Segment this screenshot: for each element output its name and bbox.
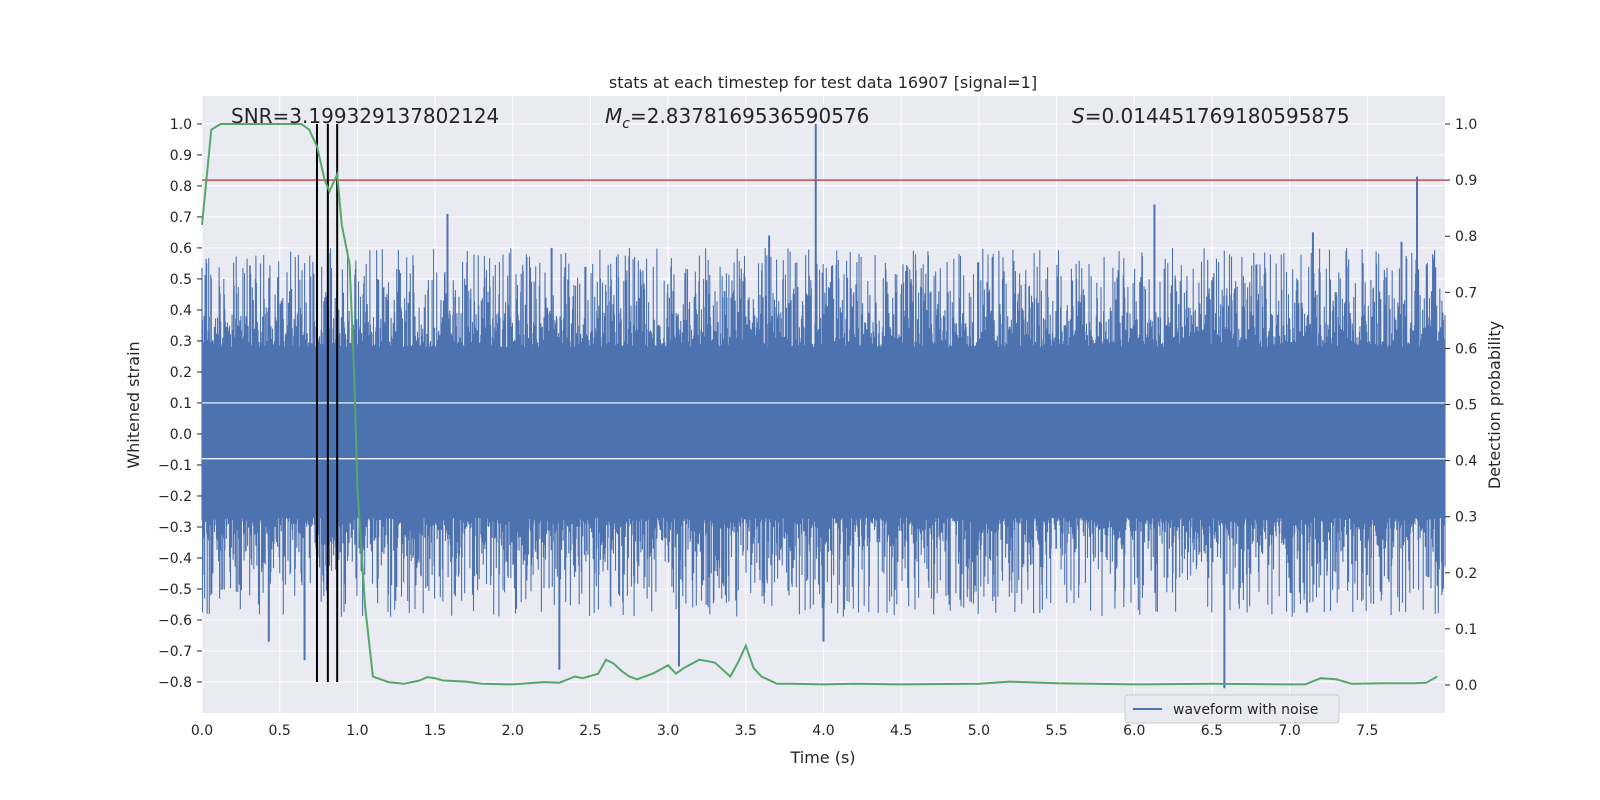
- right-y-tick-label: 0.2: [1455, 566, 1477, 582]
- right-y-tick-label: 0.7: [1455, 285, 1477, 301]
- right-y-tick-label: 0.8: [1455, 229, 1477, 245]
- y-tick-label: 0.0: [170, 427, 192, 443]
- right-y-tick-label: 0.3: [1455, 510, 1477, 526]
- y-tick-label: −0.6: [158, 613, 192, 629]
- x-tick-label: 2.5: [579, 723, 601, 739]
- x-tick-label: 4.0: [812, 723, 834, 739]
- y-tick-label: 0.4: [170, 303, 192, 319]
- right-y-tick-label: 0.5: [1455, 398, 1477, 414]
- y-tick-label: 0.1: [170, 396, 192, 412]
- x-tick-label: 4.5: [890, 723, 912, 739]
- x-tick-label: 3.0: [657, 723, 679, 739]
- y-tick-label: −0.1: [158, 458, 192, 474]
- right-y-tick-label: 0.1: [1455, 622, 1477, 638]
- right-y-tick-label: 1.0: [1455, 117, 1477, 133]
- legend: waveform with noise: [1124, 694, 1340, 724]
- x-tick-label: 7.0: [1278, 723, 1300, 739]
- y-tick-label: 0.3: [170, 334, 192, 350]
- snr-annotation: SNR=3.199329137802124: [231, 104, 499, 128]
- right-y-tick-label: 0.0: [1455, 678, 1477, 694]
- y-tick-label: −0.4: [158, 551, 192, 567]
- y-tick-label: 0.6: [170, 241, 192, 257]
- legend-box: [1124, 694, 1340, 724]
- x-tick-label: 1.5: [424, 723, 446, 739]
- x-tick-label: 0.5: [269, 723, 291, 739]
- y-tick-label: −0.8: [158, 675, 192, 691]
- x-tick-label: 6.0: [1123, 723, 1145, 739]
- y-tick-label: 0.7: [170, 210, 192, 226]
- mc-subscript: c: [622, 116, 630, 132]
- y-tick-label: 0.5: [170, 272, 192, 288]
- waveform-band: [202, 347, 1445, 518]
- mc-value: =2.8378169536590576: [630, 104, 869, 128]
- s-symbol: S: [1072, 104, 1085, 128]
- mc-symbol: M: [605, 104, 622, 128]
- y-tick-label: 0.2: [170, 365, 192, 381]
- y-tick-label: −0.7: [158, 644, 192, 660]
- x-axis-label: Time (s): [789, 748, 855, 767]
- detection-probability-line: [201, 123, 1438, 686]
- y-tick-label: 0.9: [170, 148, 192, 164]
- right-y-tick-label: 0.9: [1455, 173, 1477, 189]
- y-tick-label: −0.2: [158, 489, 192, 505]
- s-annotation: S=0.014451769180595875: [1072, 104, 1350, 128]
- mc-annotation: Mc=2.8378169536590576: [605, 104, 869, 132]
- x-tick-label: 3.5: [735, 723, 757, 739]
- x-tick-label: 6.5: [1201, 723, 1223, 739]
- chart-title: stats at each timestep for test data 169…: [609, 73, 1037, 92]
- right-y-tick-label: 0.4: [1455, 454, 1477, 470]
- ticks: 0.0 0.5 1.0 1.5 2.0 2.5 3.0 3.5 4.0 4.5 5.0 5.5 6.0 6…: [158, 117, 1477, 739]
- y-axis-label: Whitened strain: [124, 341, 143, 468]
- x-tick-label: 7.5: [1356, 723, 1378, 739]
- y-tick-label: 0.8: [170, 179, 192, 195]
- x-tick-label: 5.0: [968, 723, 990, 739]
- right-y-axis-label: Detection probability: [1485, 321, 1504, 489]
- x-tick-label: 2.0: [502, 723, 524, 739]
- y-tick-label: −0.5: [158, 582, 192, 598]
- y-tick-label: 1.0: [170, 117, 192, 133]
- right-y-tick-label: 0.6: [1455, 341, 1477, 357]
- y-tick-label: −0.3: [158, 520, 192, 536]
- s-value: =0.014451769180595875: [1085, 104, 1350, 128]
- vertical-markers: [315, 123, 339, 682]
- x-tick-label: 0.0: [191, 723, 213, 739]
- legend-label: waveform with noise: [1173, 702, 1318, 718]
- waveform-series: [201, 123, 1446, 689]
- x-tick-label: 5.5: [1045, 723, 1067, 739]
- x-tick-label: 1.0: [346, 723, 368, 739]
